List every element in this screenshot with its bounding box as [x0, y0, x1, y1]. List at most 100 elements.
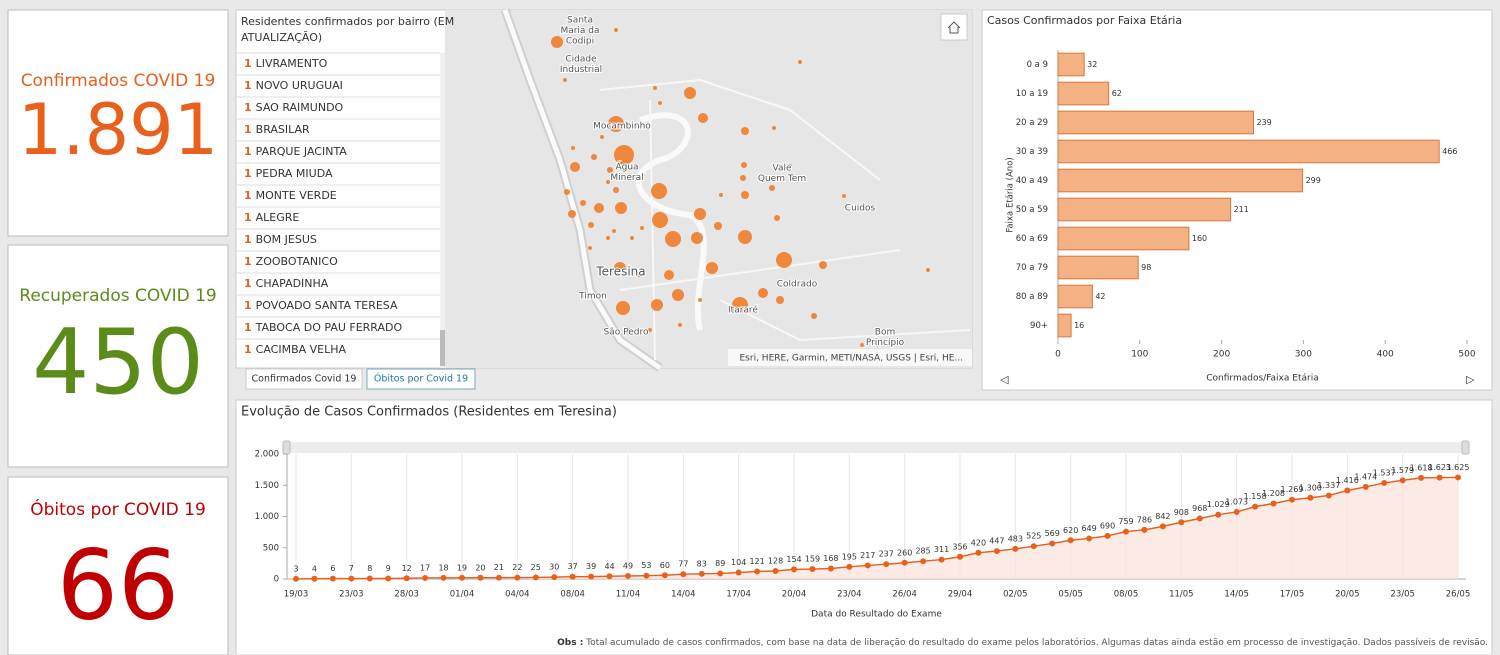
- point[interactable]: [846, 563, 853, 570]
- point[interactable]: [514, 574, 521, 581]
- point[interactable]: [293, 575, 299, 582]
- point[interactable]: [1141, 526, 1148, 533]
- bar[interactable]: [1057, 52, 1085, 77]
- point[interactable]: [1159, 523, 1166, 530]
- point[interactable]: [791, 566, 797, 573]
- point[interactable]: [772, 568, 779, 574]
- point[interactable]: [1362, 483, 1369, 490]
- point[interactable]: [698, 570, 705, 577]
- home-button[interactable]: [940, 13, 968, 41]
- point[interactable]: [735, 569, 742, 576]
- point[interactable]: [1436, 474, 1443, 481]
- point[interactable]: [1178, 519, 1185, 526]
- list-row[interactable]: 1 BRASILAR: [244, 123, 310, 136]
- point[interactable]: [1344, 487, 1351, 494]
- tab[interactable]: [245, 368, 363, 390]
- point[interactable]: [422, 574, 429, 581]
- point[interactable]: [957, 553, 963, 560]
- bar[interactable]: [1057, 313, 1072, 338]
- point[interactable]: [532, 574, 539, 581]
- list-scroll-thumb[interactable]: [440, 330, 445, 366]
- point[interactable]: [993, 548, 1000, 555]
- point[interactable]: [1012, 545, 1019, 552]
- point[interactable]: [661, 572, 668, 579]
- point[interactable]: [477, 574, 484, 581]
- list-row[interactable]: 1 MONTE VERDE: [244, 189, 337, 202]
- scroll-slider[interactable]: [287, 442, 1466, 453]
- bar[interactable]: [1057, 226, 1190, 251]
- point[interactable]: [625, 572, 631, 579]
- point[interactable]: [1049, 540, 1056, 547]
- list-row[interactable]: 1 BOM JESUS: [244, 233, 317, 246]
- point[interactable]: [883, 561, 890, 568]
- bar[interactable]: [1057, 197, 1232, 222]
- x-tick-label: 02/05: [1003, 590, 1028, 600]
- point[interactable]: [1307, 494, 1314, 501]
- point[interactable]: [920, 558, 927, 565]
- bar[interactable]: [1057, 110, 1255, 135]
- point[interactable]: [754, 568, 761, 575]
- point[interactable]: [385, 575, 392, 582]
- point[interactable]: [366, 575, 373, 582]
- point[interactable]: [809, 566, 816, 573]
- point[interactable]: [1215, 511, 1222, 518]
- point[interactable]: [643, 572, 650, 579]
- list-row[interactable]: 1 ZOOBOTANICO: [244, 255, 338, 268]
- point[interactable]: [348, 575, 355, 582]
- point[interactable]: [901, 559, 908, 566]
- point[interactable]: [440, 574, 447, 581]
- bar[interactable]: [1057, 168, 1304, 193]
- point[interactable]: [1086, 535, 1093, 542]
- list-row[interactable]: 1 LIVRAMENTO: [244, 57, 328, 70]
- point[interactable]: [551, 574, 558, 581]
- point[interactable]: [1123, 528, 1129, 535]
- list-row[interactable]: 1 CHAPADINHA: [244, 277, 329, 290]
- point[interactable]: [311, 575, 318, 582]
- list-row[interactable]: 1 SAO RAIMUNDO: [244, 101, 344, 114]
- bar[interactable]: [1057, 139, 1440, 164]
- slider-handle[interactable]: [1461, 440, 1470, 455]
- point[interactable]: [975, 549, 982, 556]
- list-row[interactable]: 1 POVOADO SANTA TERESA: [244, 299, 398, 312]
- point[interactable]: [1030, 543, 1037, 550]
- point[interactable]: [680, 571, 687, 578]
- point[interactable]: [1418, 474, 1425, 481]
- point[interactable]: [827, 565, 834, 572]
- list-row[interactable]: 1 TABOCA DO PAU FERRADO: [244, 321, 403, 334]
- point[interactable]: [1252, 503, 1259, 510]
- point[interactable]: [569, 573, 576, 580]
- point[interactable]: [588, 573, 595, 580]
- point[interactable]: [717, 570, 724, 577]
- list-row[interactable]: 1 PARQUE JACINTA: [244, 145, 347, 158]
- point[interactable]: [403, 575, 410, 582]
- prev-arrow[interactable]: ◁: [1000, 373, 1009, 386]
- point[interactable]: [1289, 496, 1295, 503]
- bar[interactable]: [1057, 284, 1093, 309]
- point[interactable]: [1455, 474, 1461, 481]
- point[interactable]: [1270, 500, 1277, 507]
- point[interactable]: [1196, 515, 1203, 522]
- value-label: 42: [1095, 292, 1105, 301]
- point[interactable]: [1381, 479, 1388, 486]
- point[interactable]: [459, 574, 465, 581]
- bar[interactable]: [1057, 81, 1110, 106]
- point[interactable]: [864, 562, 871, 569]
- tab[interactable]: [366, 368, 476, 390]
- map[interactable]: [445, 8, 972, 372]
- point[interactable]: [1104, 532, 1111, 539]
- list-row[interactable]: 1 CACIMBA VELHA: [244, 343, 347, 356]
- list-row[interactable]: 1 PEDRA MIUDA: [244, 167, 333, 180]
- list-row[interactable]: 1 NOVO URUGUAI: [244, 79, 343, 92]
- point[interactable]: [1067, 537, 1074, 544]
- next-arrow[interactable]: ▷: [1466, 373, 1475, 386]
- point[interactable]: [1399, 477, 1406, 484]
- slider-handle[interactable]: [282, 440, 291, 455]
- list-row[interactable]: 1 ALEGRE: [244, 211, 299, 224]
- point[interactable]: [1233, 508, 1240, 515]
- point[interactable]: [329, 575, 336, 582]
- point[interactable]: [495, 574, 502, 581]
- point[interactable]: [606, 573, 613, 580]
- point[interactable]: [1325, 492, 1332, 499]
- point[interactable]: [938, 556, 945, 563]
- bar[interactable]: [1057, 255, 1139, 280]
